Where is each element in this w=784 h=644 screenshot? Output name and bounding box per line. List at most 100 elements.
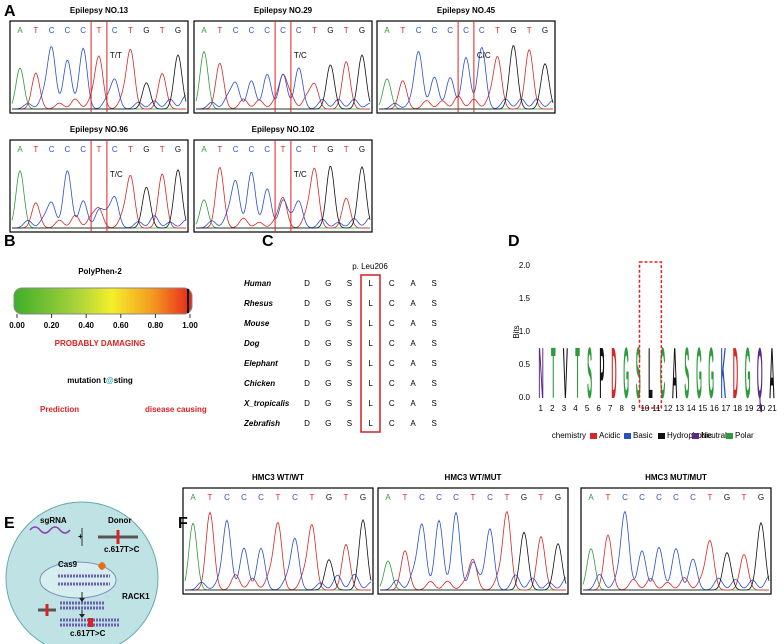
residue: S [347,279,352,288]
residue: S [432,419,437,428]
residue: C [389,319,395,328]
x-tick-label: 12 [664,404,673,413]
genotype-label: T/C [110,170,123,179]
trace [12,46,187,110]
diagram-label: sgRNA [40,516,67,525]
base-letter: C [249,26,255,35]
base-letter: T [33,145,38,154]
residue: S [347,399,352,408]
trace [196,54,371,110]
polyphen-title: PolyPhen-2 [78,267,122,276]
base-letter: C [224,493,230,502]
x-tick-label: 19 [745,404,754,413]
base-letter: C [487,493,493,502]
base-letter: G [758,493,764,502]
trace [11,170,186,229]
residue: C [389,379,395,388]
logo-letter: L [648,332,653,414]
trace [196,171,371,229]
base-letter: G [143,26,149,35]
base-letter: T [312,145,317,154]
base-letter: A [17,26,23,35]
base-letter: T [276,493,281,502]
base-letter: T [160,26,165,35]
diagram-label: c.617T>C [70,629,106,638]
scale-tick-label: 0.00 [9,321,25,330]
residue: S [432,319,437,328]
base-letter: T [97,145,102,154]
logo-letter: P [599,332,604,414]
diagram-label: Donor [108,516,132,525]
residue: L [368,339,373,348]
x-tick-label: 4 [573,404,578,413]
scale-tick-label: 0.80 [148,321,164,330]
logo-letter: D [733,332,738,414]
base-letter: C [65,26,71,35]
logo-letter: S [587,332,592,414]
chromatogram-frame [377,487,569,595]
species: X_tropicalis [243,399,290,408]
trace [196,166,370,229]
diagram-label: c.617T>C [104,545,140,554]
base-letter: T [217,145,222,154]
residue: S [347,319,352,328]
x-tick-label: 6 [596,404,601,413]
residue: A [410,419,416,428]
prediction-label: Prediction [40,405,79,414]
base-letter: C [622,493,628,502]
species: Zebrafish [243,419,280,428]
species: Dog [244,339,260,348]
chromatogram-title: Epilepsy NO.13 [70,6,129,15]
chromatogram-frame [9,20,189,114]
diagram-label: RACK1 [122,592,150,601]
highlight-box [638,261,663,409]
residue: S [432,299,437,308]
logo-letter: T [551,332,556,414]
base-letter: T [495,26,500,35]
chromatogram-title: Epilepsy NO.29 [254,6,313,15]
chromatogram-frame [580,487,772,595]
logo-letter: N [538,332,543,414]
logo-letter: G [623,332,629,414]
residue: G [325,379,331,388]
residue: L [368,299,373,308]
x-tick-label: 1 [539,404,544,413]
trace [583,534,769,591]
y-tick-label: 0.5 [519,360,531,369]
residue-highlight [360,274,381,433]
base-letter: A [190,493,196,502]
x-tick-label: 16 [710,404,719,413]
panel-label: E [4,515,15,532]
base-letter: C [463,26,469,35]
base-letter: C [280,26,286,35]
species: Elephant [244,359,278,368]
panel-label: B [4,233,16,250]
trace [195,50,370,110]
residue: G [325,399,331,408]
base-letter: T [312,26,317,35]
residue: L [368,399,373,408]
base-letter: C [49,26,55,35]
base-letter: T [344,145,349,154]
base-letter: C [112,145,118,154]
residue: A [410,379,416,388]
y-tick-label: 0.0 [519,393,531,402]
residue: L [368,319,373,328]
base-letter: G [143,145,149,154]
legend-label: Acidic [599,431,620,440]
base-letter: A [201,145,207,154]
residue: G [325,359,331,368]
scale-tick-label: 0.20 [44,321,60,330]
base-letter: T [217,26,222,35]
base-letter: C [296,26,302,35]
legend-swatch [726,433,733,439]
logo-letter: C [660,332,665,414]
residue: D [304,299,310,308]
residue: C [389,339,395,348]
base-letter: C [80,26,86,35]
base-letter: C [419,493,425,502]
panel-label: A [4,3,16,20]
base-letter: G [724,493,730,502]
base-letter: C [241,493,247,502]
logo-letter: V [563,332,568,414]
